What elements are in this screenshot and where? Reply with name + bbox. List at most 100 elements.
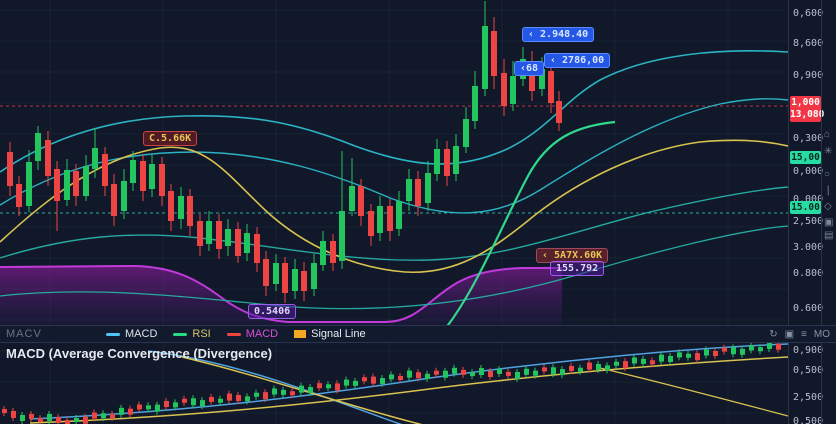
candle-body [130, 160, 136, 183]
macd-pane[interactable]: MACD (Average Convergence (Divergence) [0, 343, 788, 424]
macd-candle-body [749, 345, 754, 351]
refresh-icon[interactable]: ↻ [769, 328, 778, 340]
panel-icon[interactable]: ▣ [824, 217, 834, 228]
candle-body [539, 69, 545, 89]
home-icon[interactable]: ⌂ [824, 129, 831, 140]
candle-body [339, 211, 345, 261]
legend-label: MACD [125, 328, 158, 340]
price-axis-label: 2,500 [793, 392, 824, 403]
price-callout-mid: ‹ 2786,00 [544, 53, 611, 68]
grid-icon[interactable]: ▤ [824, 230, 834, 241]
price-callout-high: ‹ 2.948.40 [522, 27, 595, 42]
macd-candle-body [722, 347, 727, 352]
price-axis-label: 0.800 [793, 268, 824, 279]
macd-candle-body [677, 352, 682, 358]
candle-body [216, 221, 222, 249]
purple-value-badge: 155.792 [550, 261, 605, 276]
panel-icon[interactable]: ▣ [784, 328, 795, 340]
circle-icon[interactable]: ○ [824, 169, 831, 180]
macd-candle-body [281, 389, 286, 395]
main-chart-pane[interactable]: C.5.66K ‹ 2.948.40 ‹ 2786,00 ‹68 ‹ 5A7X.60K 1… [0, 0, 788, 326]
menu-icon[interactable]: ≡ [801, 328, 807, 340]
macd-candle-body [173, 402, 178, 408]
candle-body [225, 229, 231, 246]
macd-candle-body [695, 353, 700, 361]
candle-body [349, 186, 355, 211]
macd-candle-body [389, 374, 394, 380]
candle-body [529, 61, 535, 91]
macd-candle-body [398, 376, 403, 380]
macd-candle-body [209, 396, 214, 402]
green-price-badge-1: 15,00 [790, 151, 821, 164]
macd-candle-body [92, 412, 97, 419]
macd-candle-body [137, 404, 142, 410]
macd-candle-body [335, 383, 340, 391]
macd-candle-body [182, 398, 187, 403]
macd-candle-body [326, 384, 331, 389]
macd-candle-body [668, 356, 673, 362]
macd-candle-body [47, 414, 52, 421]
legend-item-signal-line[interactable]: Signal Line [294, 328, 366, 340]
macd-candle-body [587, 362, 592, 370]
macd-candle-body [452, 367, 457, 374]
diamond-icon[interactable]: ◇ [824, 201, 832, 212]
candle-body [387, 206, 393, 231]
candle-body [64, 170, 70, 200]
macd-candle-body [362, 377, 367, 382]
legend-swatch [294, 330, 307, 338]
yellow-ma-line [0, 139, 788, 274]
macd-candle-body [632, 357, 637, 364]
candle-body [425, 173, 431, 203]
macd-candle-body [569, 365, 574, 371]
macd-blue-falling [147, 350, 403, 424]
macd-candle-body [371, 376, 376, 384]
legend-item-macd[interactable]: MACD [106, 328, 157, 340]
macd-yellow-rising [29, 356, 788, 424]
macd-candle-body [20, 415, 25, 421]
macd-candle-body [119, 407, 124, 415]
right-toolbar: ⌂ ✳ ○ ❘ ◇ ▣ ▤ [821, 0, 836, 424]
macd-candle-body [218, 398, 223, 403]
legend-item-rsi[interactable]: RSI [173, 328, 211, 340]
price-axis[interactable]: 0,600 8,600 0,900 0,300 0,000 0,000 2,500 3.000… [788, 0, 824, 424]
macd-candle-body [11, 411, 16, 418]
macd-candle-body [236, 395, 241, 401]
candle-body [140, 161, 146, 191]
candle-body [330, 241, 336, 263]
green-price-badge-2: 15.00 [790, 201, 821, 214]
macd-candle-body [74, 418, 79, 422]
main-chart-canvas [0, 0, 788, 326]
legend-watermark: MACV [6, 328, 42, 340]
candle-body [396, 201, 402, 229]
legend-swatch [106, 332, 120, 336]
band-upper-line [0, 50, 788, 173]
macd-candle-body [650, 360, 655, 365]
candle-body [282, 263, 288, 293]
candle-body [102, 154, 108, 186]
macd-candle-body [83, 416, 88, 424]
candle-body [244, 233, 250, 253]
legend-item-macd[interactable]: MACD [226, 328, 278, 340]
asterisk-icon[interactable]: ✳ [824, 146, 833, 157]
candle-body [149, 164, 155, 189]
macd-candle-body [578, 367, 583, 372]
candle-body [415, 179, 421, 206]
macd-candle-body [758, 347, 763, 352]
macd-candle-body [713, 351, 718, 356]
macd-candle-body [290, 391, 295, 396]
macd-candle-body [614, 361, 619, 366]
macd-candle-body [128, 408, 133, 415]
macd-candle-body [641, 358, 646, 364]
macd-candle-body [29, 414, 34, 419]
candle-body [273, 263, 279, 284]
purple-area-line [0, 264, 562, 323]
candle-body [501, 73, 507, 106]
candle-body [320, 241, 326, 265]
macd-candle-body [155, 404, 160, 412]
macd-candle-body [704, 349, 709, 356]
macd-candle-body [299, 385, 304, 393]
divider-icon[interactable]: ❘ [824, 185, 833, 196]
candle-body [197, 221, 203, 246]
candle-body [159, 164, 165, 196]
pane-label: MO [813, 328, 830, 340]
